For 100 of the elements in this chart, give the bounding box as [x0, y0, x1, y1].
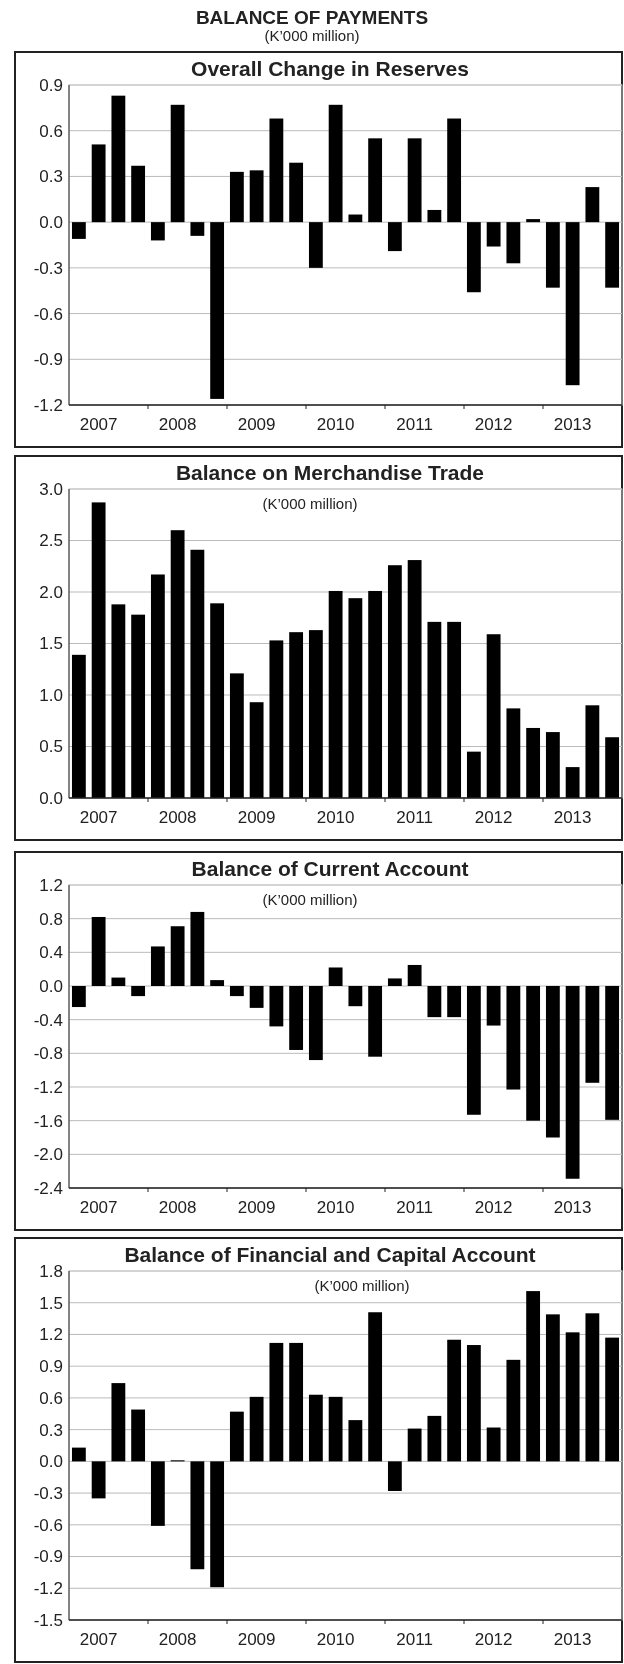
x-tick-label: 2012	[474, 808, 513, 827]
y-tick-label: 0.8	[39, 909, 63, 929]
bar	[565, 986, 580, 1179]
bar	[447, 1339, 462, 1462]
y-tick-label: 1.0	[39, 685, 63, 705]
y-tick-label: 1.2	[39, 875, 63, 895]
y-tick-label: 1.8	[39, 1261, 63, 1281]
bar	[289, 1342, 304, 1462]
bar	[427, 1415, 442, 1462]
bar	[229, 1411, 244, 1462]
bar	[348, 598, 363, 798]
bar	[466, 1345, 481, 1462]
x-tick-label: 2013	[553, 1630, 592, 1649]
bar	[131, 1409, 146, 1462]
bar	[545, 986, 560, 1138]
bar	[210, 1461, 225, 1588]
y-tick-label: -1.2	[33, 1077, 63, 1097]
bar	[308, 222, 323, 268]
chart-subtitle: (K’000 million)	[262, 891, 358, 908]
y-tick-label: -1.6	[33, 1111, 63, 1131]
x-tick-label: 2009	[237, 415, 276, 434]
bar	[387, 1461, 402, 1491]
bar	[190, 911, 205, 986]
bar	[605, 1337, 620, 1462]
bar	[407, 1428, 422, 1462]
bar	[131, 614, 146, 798]
bar	[565, 1332, 580, 1462]
x-tick-label: 2013	[553, 415, 592, 434]
x-tick-label: 2012	[474, 1198, 513, 1217]
bar	[210, 603, 225, 798]
text: (K’000 million)	[264, 27, 360, 44]
bar	[91, 916, 106, 986]
x-tick-label: 2010	[316, 415, 355, 434]
bar	[407, 138, 422, 223]
bar	[91, 1461, 106, 1499]
bar	[150, 1461, 165, 1526]
chart-title: Balance of Financial and Capital Account	[124, 1243, 536, 1266]
bar	[585, 1313, 600, 1462]
bar	[605, 222, 620, 288]
chart-title: Overall Change in Reserves	[191, 57, 469, 80]
bar	[269, 640, 284, 798]
chart-title: Balance on Merchandise Trade	[175, 461, 485, 484]
y-tick-label: -1.2	[33, 395, 63, 415]
bar	[605, 986, 620, 1120]
y-tick-label: -0.9	[33, 350, 63, 370]
bar	[585, 986, 600, 1083]
bar	[545, 222, 560, 288]
bar	[605, 737, 620, 798]
bar	[71, 986, 86, 1008]
bar	[427, 621, 442, 798]
bar	[308, 630, 323, 798]
bar	[506, 708, 521, 798]
bar	[545, 1314, 560, 1462]
bar	[387, 565, 402, 798]
bar	[348, 1420, 363, 1462]
x-tick-label: 2008	[158, 415, 197, 434]
bar	[249, 986, 264, 1008]
bar	[466, 751, 481, 798]
bar	[170, 104, 185, 223]
x-tick-label: 2011	[396, 1630, 433, 1649]
bar	[328, 590, 343, 798]
x-tick-label: 2013	[553, 1198, 592, 1217]
y-tick-label: -0.8	[33, 1044, 63, 1064]
y-tick-label: 0.9	[39, 1357, 63, 1377]
bar	[150, 574, 165, 798]
bar	[170, 530, 185, 798]
y-tick-label: 1.5	[39, 1293, 63, 1313]
bar	[190, 1461, 205, 1570]
bar	[565, 222, 580, 386]
bar	[368, 1312, 383, 1462]
chart-title: Balance of Current Account	[191, 857, 469, 880]
bar	[526, 1291, 541, 1462]
bar	[486, 986, 501, 1026]
y-tick-label: 2.0	[39, 582, 63, 602]
y-tick-label: 1.2	[39, 1325, 63, 1345]
bar	[526, 986, 541, 1121]
x-tick-label: 2007	[79, 1198, 118, 1217]
bar	[229, 986, 244, 997]
bar	[526, 727, 541, 798]
x-tick-label: 2012	[474, 1630, 513, 1649]
y-tick-label: -0.6	[33, 1515, 63, 1535]
text: BALANCE OF PAYMENTS	[195, 7, 429, 28]
bar	[269, 1342, 284, 1462]
bar	[447, 986, 462, 1018]
bar	[368, 590, 383, 798]
bar	[427, 986, 442, 1018]
y-tick-label: 0.0	[39, 1452, 63, 1472]
bar	[91, 502, 106, 798]
x-tick-label: 2007	[79, 1630, 118, 1649]
x-tick-label: 2009	[237, 1198, 276, 1217]
bar	[486, 1427, 501, 1462]
bar	[91, 144, 106, 223]
bar	[210, 980, 225, 986]
bar	[427, 209, 442, 223]
bar	[506, 222, 521, 264]
x-tick-label: 2007	[79, 415, 118, 434]
bar	[190, 549, 205, 798]
bar	[289, 632, 304, 798]
x-tick-label: 2009	[237, 808, 276, 827]
bar	[526, 219, 541, 223]
